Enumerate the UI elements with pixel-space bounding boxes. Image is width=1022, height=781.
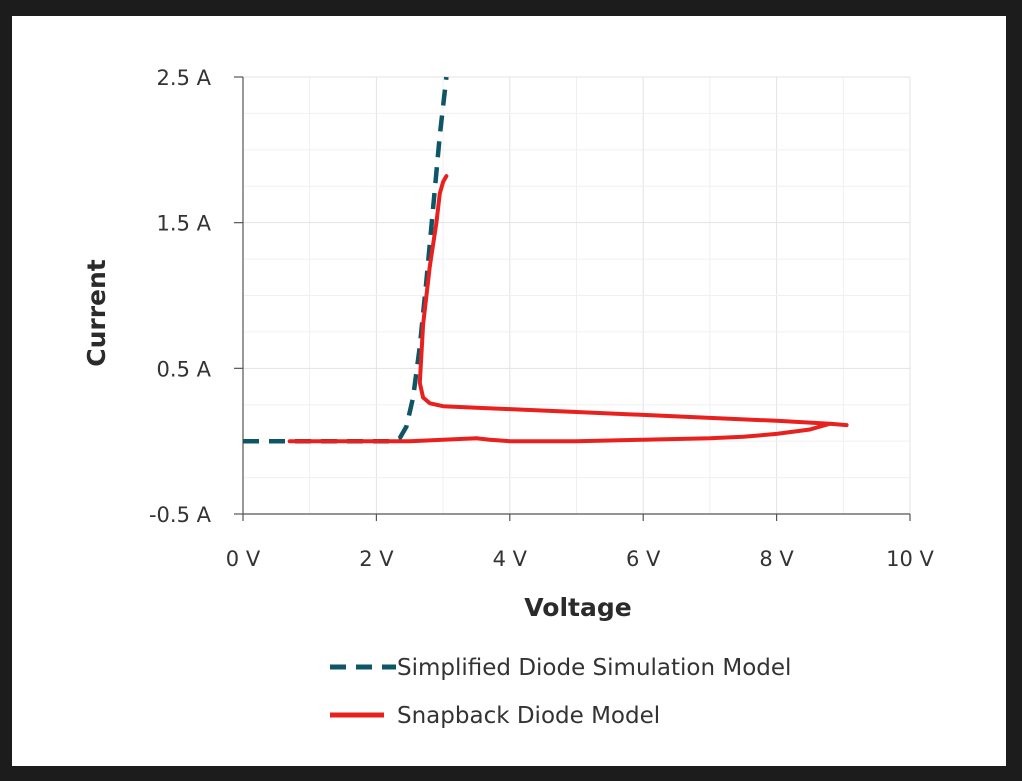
x-tick-label: 10 V xyxy=(886,547,934,571)
legend: Simplified Diode Simulation Model Snapba… xyxy=(330,655,791,729)
chart-card: 0 V 2 V 4 V 6 V 8 V 10 V -0.5 A 0.5 A 1.5 A 2.5 A… xyxy=(12,16,1006,766)
x-tick-label: 6 V xyxy=(626,547,661,571)
grid xyxy=(242,76,911,515)
legend-label-simplified: Simplified Diode Simulation Model xyxy=(397,655,791,681)
x-tick-label: 8 V xyxy=(759,547,794,571)
y-tick-label: 1.5 A xyxy=(157,212,212,236)
legend-label-snapback: Snapback Diode Model xyxy=(397,703,660,729)
y-tick-label: -0.5 A xyxy=(149,503,212,527)
x-axis-title: Voltage xyxy=(524,593,631,622)
series-line-0 xyxy=(243,76,449,444)
y-tick-label: 2.5 A xyxy=(157,66,212,90)
chart-svg: 0 V 2 V 4 V 6 V 8 V 10 V -0.5 A 0.5 A 1.5 A 2.5 A… xyxy=(82,66,935,729)
series-line-1 xyxy=(287,174,849,444)
y-tick-label: 0.5 A xyxy=(157,357,212,381)
x-tick-label: 2 V xyxy=(359,547,394,571)
series-group xyxy=(243,76,849,444)
x-tick-label: 0 V xyxy=(226,547,261,571)
x-tick-label: 4 V xyxy=(493,547,528,571)
tick-labels: 0 V 2 V 4 V 6 V 8 V 10 V -0.5 A 0.5 A 1.5 A 2.5 A xyxy=(149,66,935,571)
axes xyxy=(234,76,911,521)
y-axis-title: Current xyxy=(82,259,111,367)
